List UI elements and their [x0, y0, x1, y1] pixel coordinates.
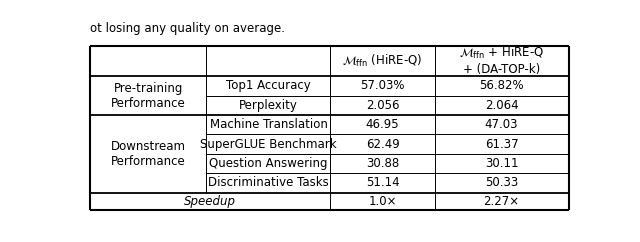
Text: 30.11: 30.11 [485, 157, 518, 170]
Text: 57.03%: 57.03% [360, 79, 405, 92]
Text: 2.056: 2.056 [366, 99, 399, 112]
Text: Discriminative Tasks: Discriminative Tasks [208, 176, 329, 189]
Text: 47.03: 47.03 [485, 118, 518, 131]
Text: Top1 Accuracy: Top1 Accuracy [226, 79, 311, 92]
Text: 1.0×: 1.0× [368, 195, 397, 208]
Text: $\mathcal{M}_{\mathrm{ffn}}$ (HiRE-Q): $\mathcal{M}_{\mathrm{ffn}}$ (HiRE-Q) [342, 53, 422, 69]
Text: ot losing any quality on average.: ot losing any quality on average. [90, 22, 285, 35]
Text: Downstream
Performance: Downstream Performance [111, 140, 186, 168]
Text: Question Answering: Question Answering [209, 157, 328, 170]
Text: 50.33: 50.33 [485, 176, 518, 189]
Text: 46.95: 46.95 [365, 118, 399, 131]
Text: Pre-training
Performance: Pre-training Performance [111, 82, 186, 110]
Text: 2.27×: 2.27× [484, 195, 520, 208]
Text: Perplexity: Perplexity [239, 99, 298, 112]
Text: $\mathcal{M}_{\mathrm{ffn}}$ + HiRE-Q: $\mathcal{M}_{\mathrm{ffn}}$ + HiRE-Q [459, 45, 544, 61]
Text: 61.37: 61.37 [484, 137, 518, 151]
Text: 2.064: 2.064 [484, 99, 518, 112]
Text: Machine Translation: Machine Translation [209, 118, 328, 131]
Text: + (DA-TOP-k): + (DA-TOP-k) [463, 63, 540, 76]
Text: 56.82%: 56.82% [479, 79, 524, 92]
Text: SuperGLUE Benchmark: SuperGLUE Benchmark [200, 137, 337, 151]
Text: Speedup: Speedup [184, 195, 236, 208]
Text: 62.49: 62.49 [365, 137, 399, 151]
Text: 51.14: 51.14 [365, 176, 399, 189]
Text: 30.88: 30.88 [366, 157, 399, 170]
